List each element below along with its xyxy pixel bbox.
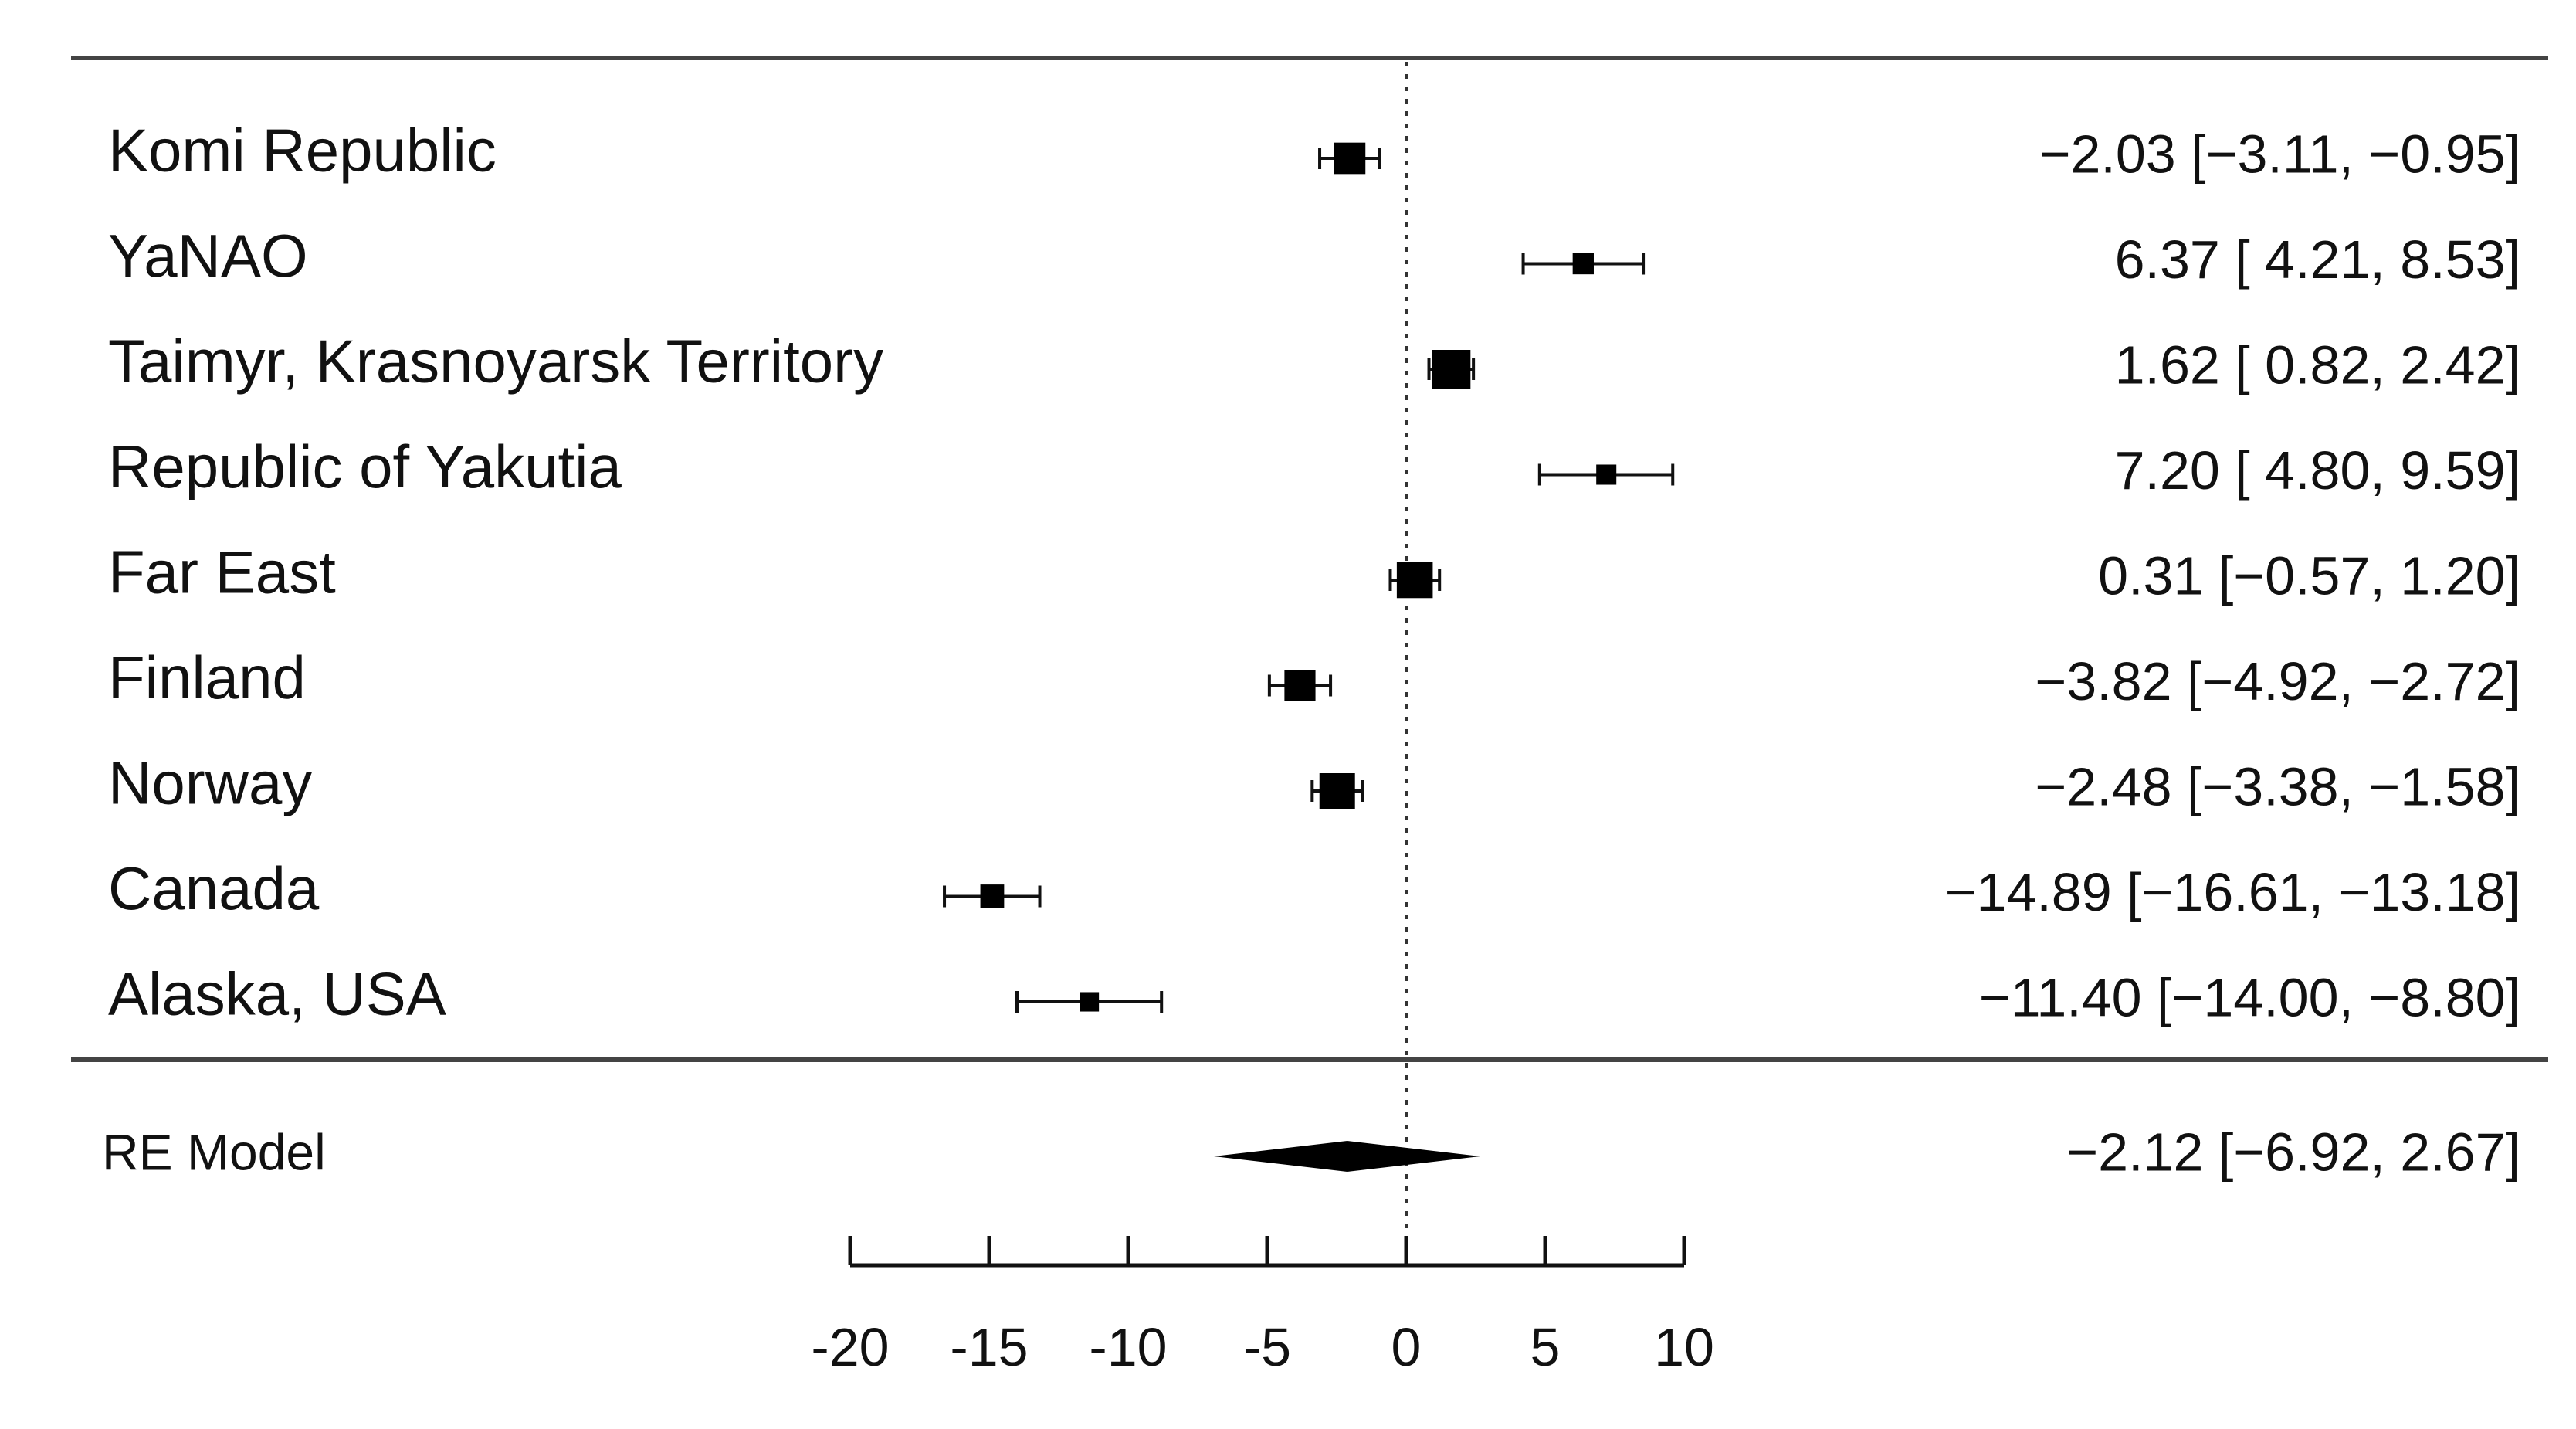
x-tick-label: 5: [1530, 1317, 1561, 1377]
estimate-ci-text: 1.62 [ 0.82, 2.42]: [2115, 334, 2520, 395]
point-estimate: [1080, 992, 1100, 1012]
estimate-ci-text: 0.31 [−0.57, 1.20]: [2098, 545, 2520, 606]
estimate-ci-text: −3.82 [−4.92, −2.72]: [2035, 651, 2520, 711]
estimate-ci-text: 7.20 [ 4.80, 9.59]: [2115, 440, 2520, 501]
study-label: Taimyr, Krasnoyarsk Territory: [108, 328, 883, 395]
study-rows: Komi Republic −2.03 [−3.11, −0.95] YaNAO 6.…: [108, 117, 2520, 1028]
point-estimate: [1396, 562, 1433, 599]
study-label: Canada: [108, 854, 320, 922]
study-label: YaNAO: [108, 222, 308, 290]
study-row: Komi Republic −2.03 [−3.11, −0.95]: [108, 117, 2520, 185]
study-row: YaNAO 6.37 [ 4.21, 8.53]: [108, 222, 2520, 290]
point-estimate: [1596, 464, 1617, 485]
summary-diamond: [1213, 1141, 1481, 1172]
study-label: Finland: [108, 643, 306, 711]
point-estimate: [1572, 253, 1594, 275]
estimate-ci-text: −2.03 [−3.11, −0.95]: [2039, 124, 2520, 184]
point-estimate: [1334, 142, 1366, 175]
study-label: Alaska, USA: [108, 960, 446, 1028]
x-tick-label: -15: [950, 1317, 1028, 1377]
estimate-ci-text: 6.37 [ 4.21, 8.53]: [2115, 229, 2520, 290]
summary-estimate-text: −2.12 [−6.92, 2.67]: [2066, 1122, 2520, 1182]
x-axis: -20 -15 -10 -5 0 5 10: [811, 1236, 1714, 1377]
study-label: Republic of Yakutia: [108, 433, 622, 501]
study-label: Norway: [108, 749, 312, 817]
study-row: Taimyr, Krasnoyarsk Territory 1.62 [ 0.82…: [108, 328, 2520, 395]
study-row: Canada −14.89 [−16.61, −13.18]: [108, 854, 2520, 922]
study-label: Far East: [108, 538, 336, 606]
estimate-ci-text: −11.40 [−14.00, −8.80]: [1979, 967, 2520, 1027]
point-estimate: [1284, 670, 1316, 701]
x-tick-label: -10: [1089, 1317, 1167, 1377]
summary-label: RE Model: [102, 1123, 326, 1180]
x-tick-label: -20: [811, 1317, 889, 1377]
point-estimate: [1432, 350, 1471, 389]
study-row: Republic of Yakutia 7.20 [ 4.80, 9.59]: [108, 433, 2520, 501]
study-row: Norway −2.48 [−3.38, −1.58]: [108, 749, 2520, 817]
x-tick-label: 10: [1654, 1317, 1714, 1377]
point-estimate: [1319, 773, 1355, 809]
summary-row: RE Model −2.12 [−6.92, 2.67]: [102, 1122, 2520, 1182]
study-label: Komi Republic: [108, 117, 497, 185]
x-tick-label: -5: [1243, 1317, 1291, 1377]
estimate-ci-text: −14.89 [−16.61, −13.18]: [1945, 862, 2520, 922]
study-row: Alaska, USA −11.40 [−14.00, −8.80]: [108, 960, 2520, 1028]
estimate-ci-text: −2.48 [−3.38, −1.58]: [2035, 756, 2520, 816]
x-tick-label: 0: [1391, 1317, 1422, 1377]
point-estimate: [980, 884, 1005, 908]
study-row: Far East 0.31 [−0.57, 1.20]: [108, 538, 2520, 606]
study-row: Finland −3.82 [−4.92, −2.72]: [108, 643, 2520, 711]
